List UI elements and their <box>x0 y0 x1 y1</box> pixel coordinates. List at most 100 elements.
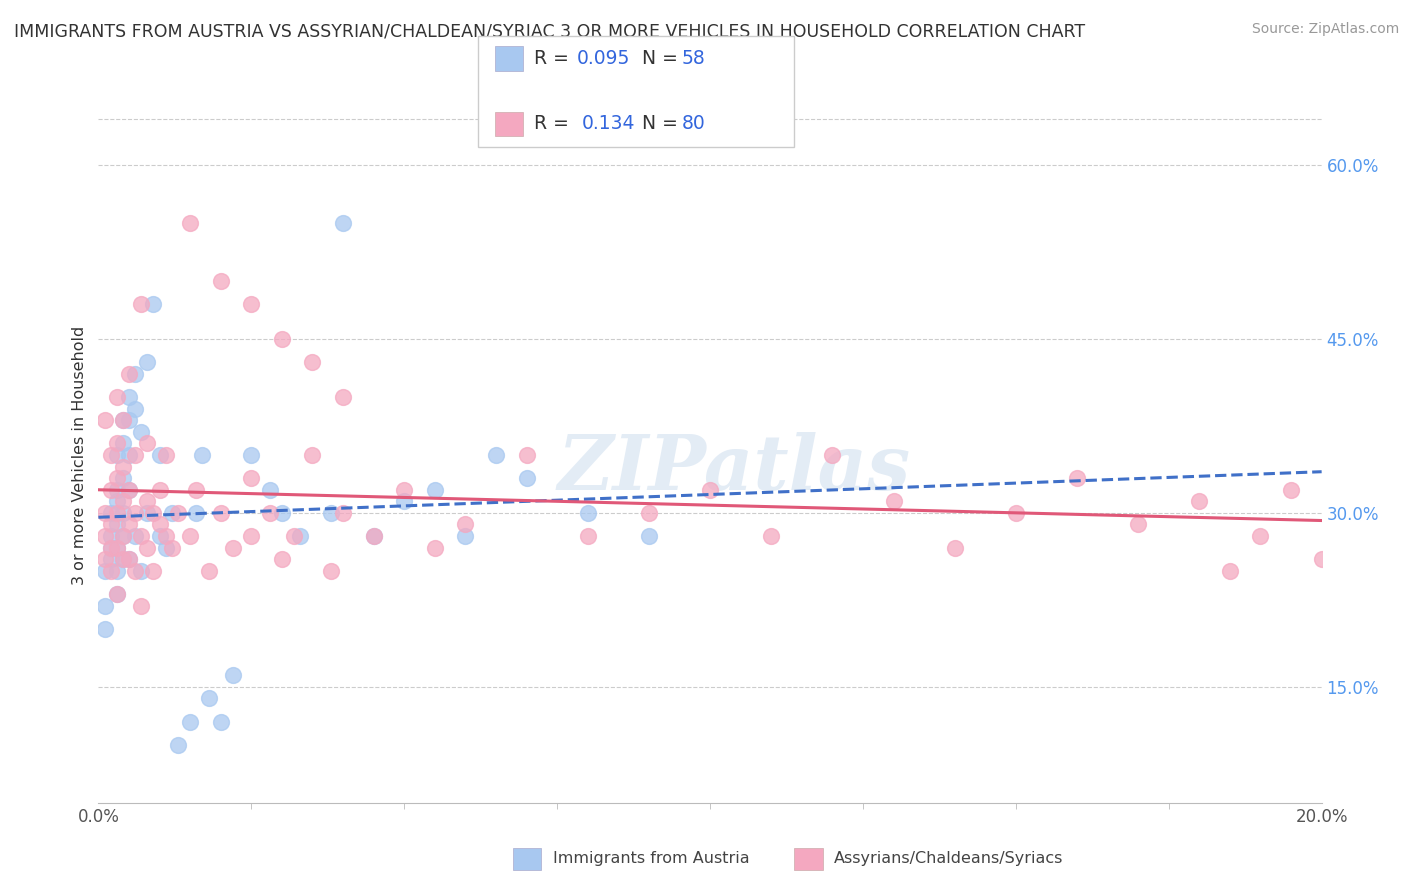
Point <box>118 367 141 381</box>
Point <box>209 274 232 288</box>
Point <box>93 529 115 543</box>
Point <box>100 541 122 555</box>
Point <box>259 483 281 497</box>
Point <box>160 541 183 555</box>
Point <box>111 459 134 474</box>
Point <box>93 564 115 578</box>
Point <box>124 448 146 462</box>
Point <box>149 517 172 532</box>
Point <box>124 564 146 578</box>
Point <box>1310 552 1333 566</box>
Point <box>155 529 177 543</box>
Point <box>124 401 146 416</box>
Text: IMMIGRANTS FROM AUSTRIA VS ASSYRIAN/CHALDEAN/SYRIAC 3 OR MORE VEHICLES IN HOUSEH: IMMIGRANTS FROM AUSTRIA VS ASSYRIAN/CHAL… <box>14 22 1085 40</box>
Point <box>179 216 201 230</box>
Point <box>179 714 201 729</box>
Point <box>136 506 159 520</box>
Point <box>160 506 183 520</box>
Point <box>111 471 134 485</box>
Point <box>105 517 128 532</box>
Point <box>129 529 152 543</box>
Point <box>105 448 128 462</box>
Point <box>332 506 354 520</box>
Point <box>699 483 721 497</box>
Point <box>136 494 159 508</box>
Point <box>118 390 141 404</box>
Point <box>118 448 141 462</box>
Point <box>142 564 165 578</box>
Point <box>301 448 323 462</box>
Point <box>209 714 232 729</box>
Point <box>392 494 416 508</box>
Point <box>516 471 538 485</box>
Point <box>186 506 208 520</box>
Point <box>93 413 115 427</box>
Point <box>1004 506 1026 520</box>
Point <box>576 506 599 520</box>
Point <box>1249 529 1271 543</box>
Point <box>105 494 128 508</box>
Text: Assyrians/Chaldeans/Syriacs: Assyrians/Chaldeans/Syriacs <box>834 852 1063 866</box>
Point <box>118 483 141 497</box>
Point <box>454 529 477 543</box>
Point <box>111 506 134 520</box>
Point <box>270 332 292 346</box>
Point <box>516 448 538 462</box>
Text: 80: 80 <box>682 114 706 134</box>
Point <box>240 471 263 485</box>
Point <box>423 483 446 497</box>
Point <box>240 448 263 462</box>
Point <box>124 367 146 381</box>
Point <box>332 390 354 404</box>
Point <box>105 506 128 520</box>
Point <box>240 297 263 311</box>
Text: R =: R = <box>534 49 575 69</box>
Point <box>197 691 219 706</box>
Point <box>111 413 134 427</box>
Point <box>129 425 152 439</box>
Point <box>197 564 219 578</box>
Point <box>167 738 190 752</box>
Point <box>105 483 128 497</box>
Point <box>1188 494 1211 508</box>
Point <box>105 541 128 555</box>
Point <box>105 587 128 601</box>
Point <box>111 494 134 508</box>
Point <box>637 529 661 543</box>
Point <box>124 529 146 543</box>
Text: R =: R = <box>534 114 581 134</box>
Point <box>124 506 146 520</box>
Point <box>1066 471 1088 485</box>
Point <box>270 506 292 520</box>
Point <box>111 413 134 427</box>
Point <box>576 529 599 543</box>
Point <box>129 599 152 613</box>
Point <box>759 529 782 543</box>
Point <box>423 541 446 555</box>
Point <box>167 506 190 520</box>
Text: Source: ZipAtlas.com: Source: ZipAtlas.com <box>1251 22 1399 37</box>
Point <box>105 587 128 601</box>
Text: ZIPatlas: ZIPatlas <box>558 432 911 506</box>
Point <box>821 448 844 462</box>
Point <box>332 216 354 230</box>
Point <box>100 448 122 462</box>
Point <box>100 506 122 520</box>
Point <box>149 448 172 462</box>
Point <box>179 529 201 543</box>
Point <box>259 506 281 520</box>
Point <box>129 564 152 578</box>
Point <box>142 506 165 520</box>
Point <box>1219 564 1241 578</box>
Point <box>93 599 115 613</box>
Point <box>136 436 159 450</box>
Text: N =: N = <box>630 49 683 69</box>
Point <box>111 529 134 543</box>
Point <box>454 517 477 532</box>
Point <box>392 483 416 497</box>
Point <box>222 541 245 555</box>
Point <box>105 541 128 555</box>
Point <box>118 483 141 497</box>
Point <box>186 483 208 497</box>
Point <box>1279 483 1302 497</box>
